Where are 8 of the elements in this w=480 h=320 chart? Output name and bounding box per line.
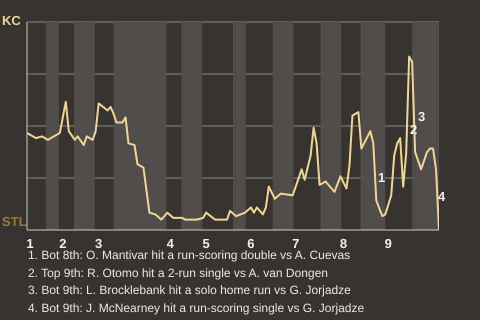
annotation: 1 bbox=[378, 170, 386, 185]
annotation: 3 bbox=[418, 109, 426, 124]
text: 4. Bot 9th: J. McNearney hit a run-scoring single vs G. Jorjadze bbox=[28, 300, 364, 316]
x-tick-label: 9 bbox=[384, 236, 392, 252]
text: KC bbox=[2, 13, 21, 28]
text: 2. Top 9th: R. Otomo hit a 2-run single vs A. van Dongen bbox=[28, 264, 329, 282]
text: 3. Bot 9th: L. Brocklebank hit a solo home run vs G. Jorjadze bbox=[28, 282, 352, 299]
text: STL bbox=[2, 214, 27, 229]
